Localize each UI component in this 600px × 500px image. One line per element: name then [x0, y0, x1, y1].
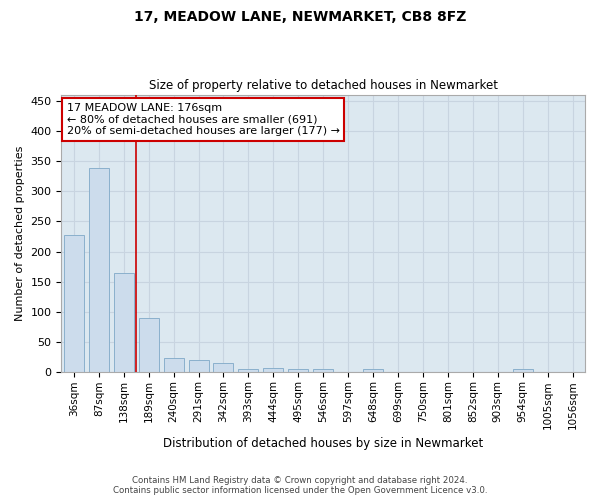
- Bar: [64, 234, 84, 372]
- Bar: [188, 360, 209, 372]
- Bar: [313, 369, 333, 372]
- Bar: [363, 370, 383, 372]
- Text: 17 MEADOW LANE: 176sqm
← 80% of detached houses are smaller (691)
20% of semi-de: 17 MEADOW LANE: 176sqm ← 80% of detached…: [67, 103, 340, 136]
- Bar: [164, 358, 184, 372]
- Bar: [288, 369, 308, 372]
- Y-axis label: Number of detached properties: Number of detached properties: [15, 146, 25, 321]
- Text: 17, MEADOW LANE, NEWMARKET, CB8 8FZ: 17, MEADOW LANE, NEWMARKET, CB8 8FZ: [134, 10, 466, 24]
- Bar: [512, 370, 533, 372]
- Bar: [214, 364, 233, 372]
- Title: Size of property relative to detached houses in Newmarket: Size of property relative to detached ho…: [149, 79, 498, 92]
- Bar: [139, 318, 158, 372]
- Bar: [263, 368, 283, 372]
- Text: Contains HM Land Registry data © Crown copyright and database right 2024.
Contai: Contains HM Land Registry data © Crown c…: [113, 476, 487, 495]
- Bar: [114, 272, 134, 372]
- Bar: [89, 168, 109, 372]
- X-axis label: Distribution of detached houses by size in Newmarket: Distribution of detached houses by size …: [163, 437, 484, 450]
- Bar: [238, 369, 259, 372]
